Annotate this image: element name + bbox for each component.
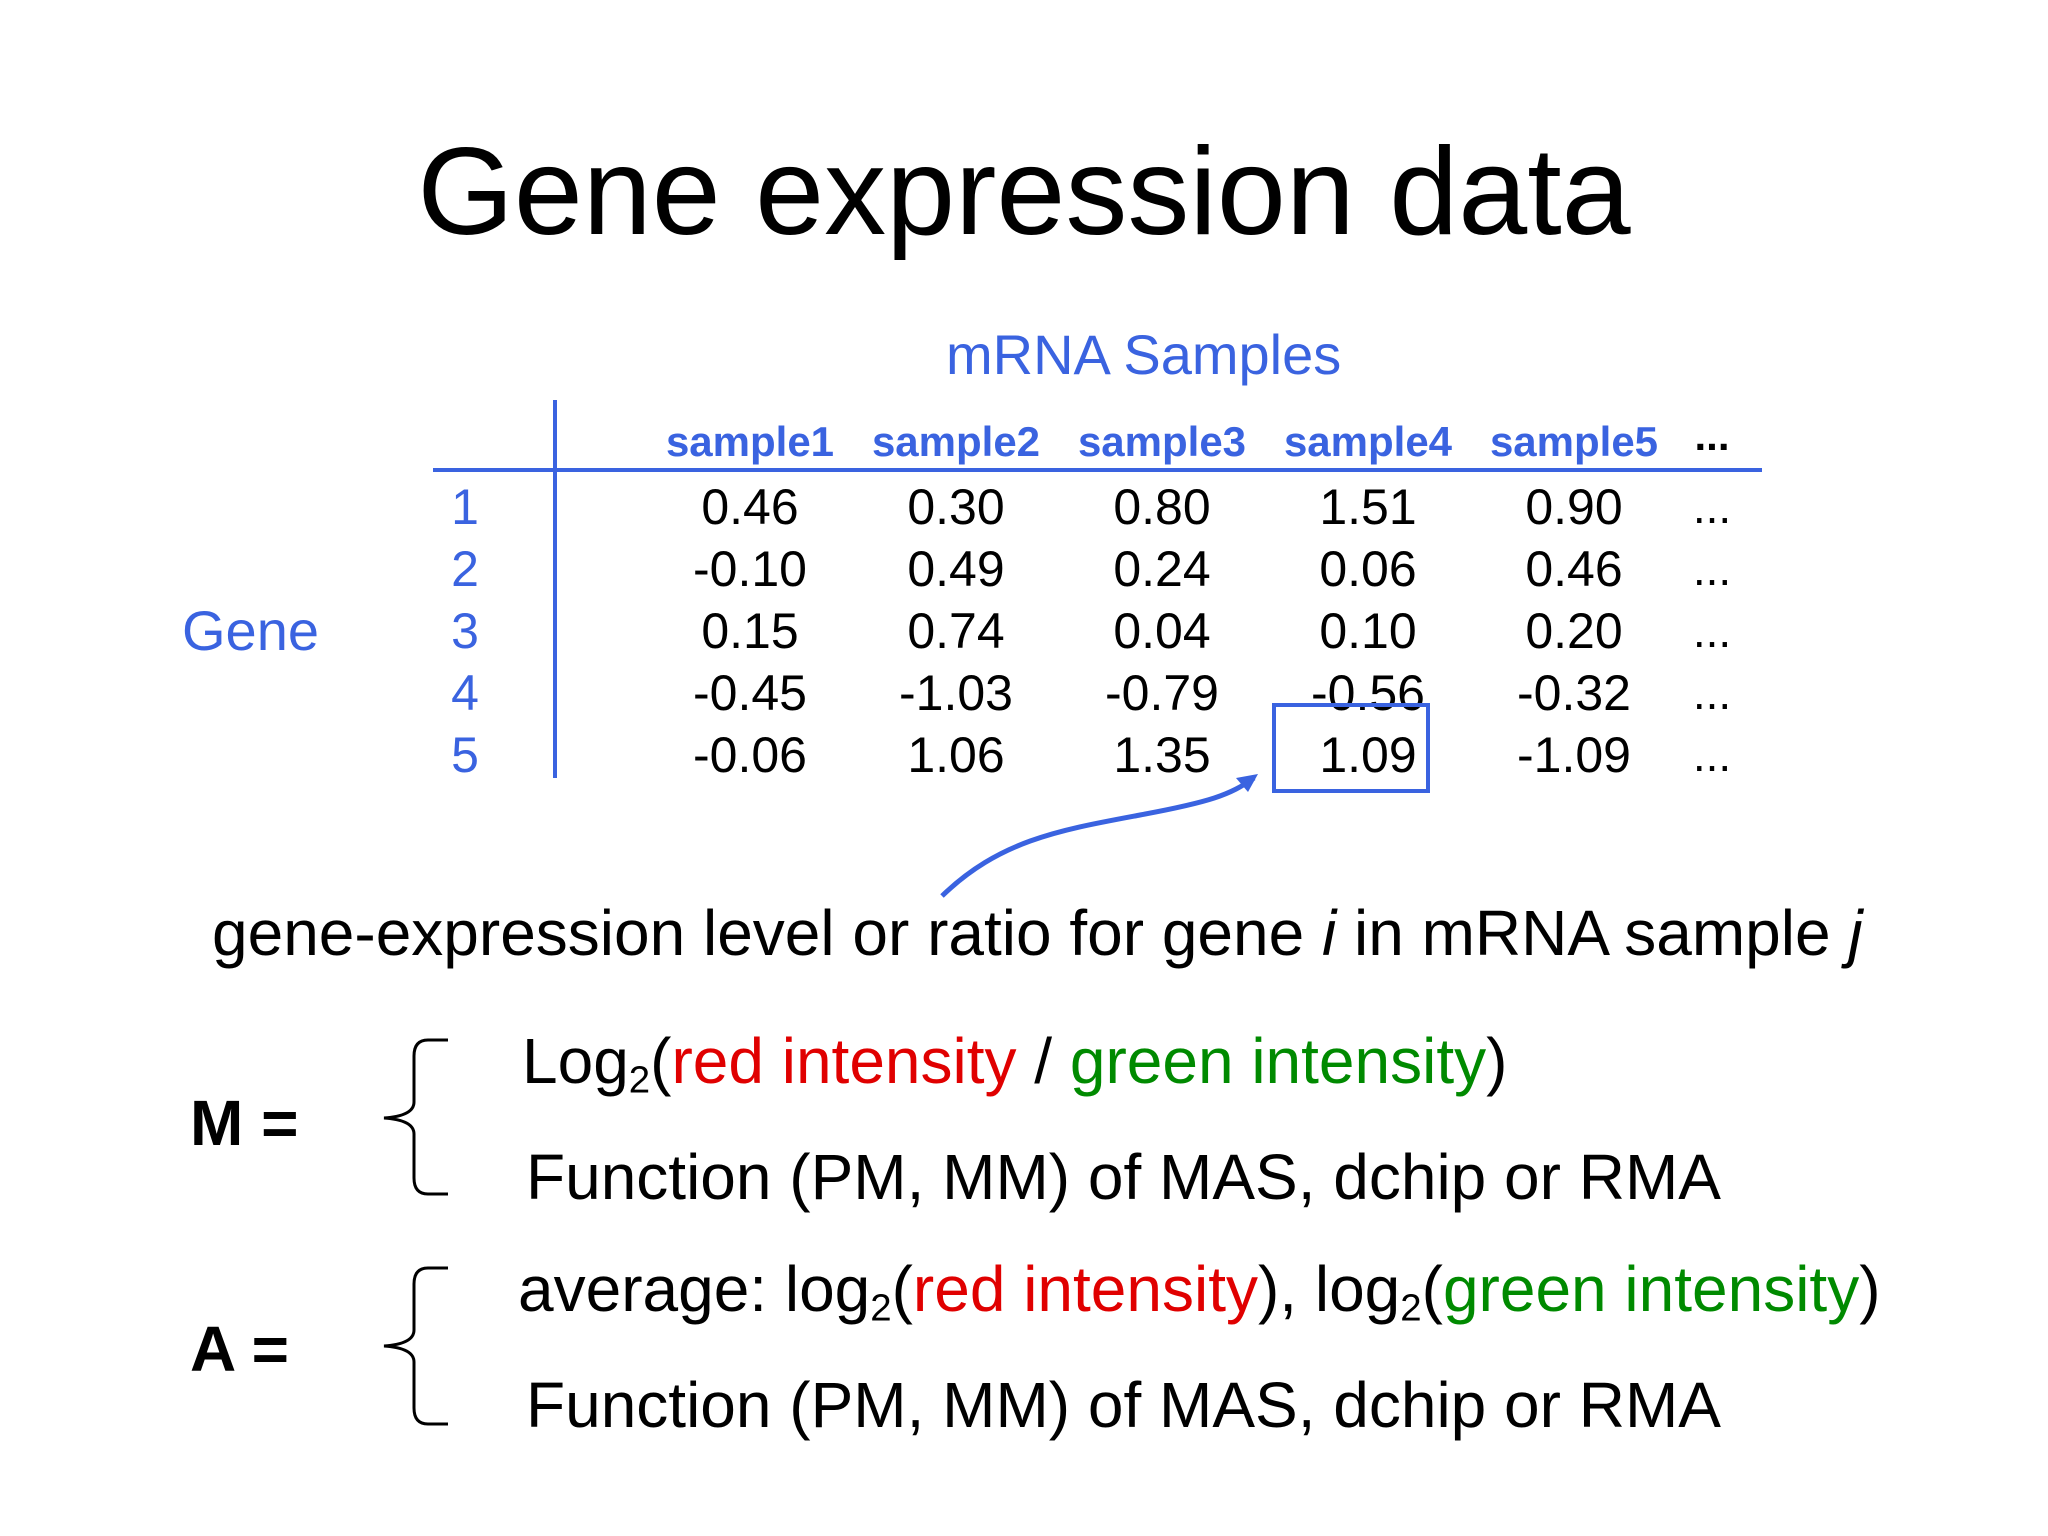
mrna-samples-label: mRNA Samples bbox=[946, 323, 1342, 386]
table-cell: 1.51 bbox=[1319, 479, 1417, 535]
table-cell: 0.15 bbox=[701, 603, 799, 659]
a-open-paren-1: ( bbox=[891, 1253, 913, 1325]
row-label-4: 4 bbox=[451, 665, 479, 721]
m-open-paren: ( bbox=[650, 1025, 672, 1097]
table-cell: 0.74 bbox=[907, 603, 1005, 659]
column-header-sample2: sample2 bbox=[871, 418, 1041, 465]
a-open-paren-2: ( bbox=[1421, 1253, 1443, 1325]
table-cell: -0.10 bbox=[693, 541, 807, 597]
a-log-base-2: 2 bbox=[1400, 1286, 1422, 1330]
a-middle: ), log bbox=[1257, 1253, 1401, 1325]
table-cell: 1.35 bbox=[1113, 727, 1211, 783]
table-cell: 0.80 bbox=[1113, 479, 1211, 535]
a-log-base-1: 2 bbox=[870, 1286, 892, 1330]
m-close-paren: ) bbox=[1486, 1025, 1508, 1097]
m-brace-icon bbox=[383, 1038, 448, 1196]
m-log-base: 2 bbox=[628, 1058, 651, 1102]
a-prefix: average: log bbox=[518, 1253, 871, 1325]
a-green-intensity: green intensity bbox=[1442, 1253, 1860, 1325]
gene-axis-label: Gene bbox=[182, 599, 319, 662]
column-header-more: ... bbox=[1694, 412, 1730, 459]
table-cell: -0.45 bbox=[693, 665, 807, 721]
pointer-arrowhead bbox=[1236, 774, 1258, 792]
pointer-arrow-curve bbox=[940, 775, 1256, 898]
a-equation-label: A = bbox=[190, 1313, 289, 1385]
definition-middle: in mRNA sample bbox=[1336, 897, 1849, 969]
column-header-sample1: sample1 bbox=[665, 418, 835, 465]
table-cell: 0.46 bbox=[701, 479, 799, 535]
row-more-marker: ... bbox=[1692, 667, 1732, 719]
table-cell: -1.03 bbox=[899, 665, 1013, 721]
a-formula-line1: average: log2(red intensity), log2(green… bbox=[518, 1252, 1881, 1331]
row-more-marker: ... bbox=[1692, 729, 1732, 781]
table-cell: 0.04 bbox=[1113, 603, 1211, 659]
row-more-marker: ... bbox=[1692, 605, 1732, 657]
definition-var-j: j bbox=[1848, 897, 1863, 969]
a-brace-icon bbox=[383, 1266, 448, 1426]
m-separator: / bbox=[1016, 1025, 1070, 1097]
a-close-paren: ) bbox=[1859, 1253, 1881, 1325]
column-header-sample5: sample5 bbox=[1489, 418, 1659, 465]
m-log-fn: Log bbox=[522, 1025, 629, 1097]
m-formula-line1: Log2(red intensity / green intensity) bbox=[522, 1024, 1507, 1103]
table-cell: 0.10 bbox=[1319, 603, 1417, 659]
definition-var-i: i bbox=[1321, 897, 1337, 969]
row-label-5: 5 bbox=[451, 727, 479, 783]
table-cell: 0.24 bbox=[1113, 541, 1211, 597]
row-more-marker: ... bbox=[1692, 481, 1732, 533]
definition-text: gene-expression level or ratio for gene … bbox=[212, 896, 1863, 970]
a-red-intensity: red intensity bbox=[912, 1253, 1258, 1325]
column-header-sample4: sample4 bbox=[1283, 418, 1453, 465]
table-cell: 0.06 bbox=[1319, 541, 1417, 597]
table-cell: 1.06 bbox=[907, 727, 1005, 783]
m-equation-label: M = bbox=[190, 1087, 299, 1159]
column-header-sample3: sample3 bbox=[1077, 418, 1247, 465]
table-cell: -0.56 bbox=[1311, 665, 1425, 721]
table-cell: -0.32 bbox=[1517, 665, 1631, 721]
table-cell: 0.49 bbox=[907, 541, 1005, 597]
slide-title: Gene expression data bbox=[417, 123, 1631, 261]
table-cell: 0.20 bbox=[1525, 603, 1623, 659]
table-cell: 0.90 bbox=[1525, 479, 1623, 535]
highlight-box bbox=[1272, 703, 1430, 793]
a-formula-line2: Function (PM, MM) of MAS, dchip or RMA bbox=[526, 1369, 1721, 1441]
table-cell: 0.30 bbox=[907, 479, 1005, 535]
row-more-marker: ... bbox=[1692, 543, 1732, 595]
table-cell: -0.79 bbox=[1105, 665, 1219, 721]
m-red-intensity: red intensity bbox=[671, 1025, 1017, 1097]
table-cell: -0.06 bbox=[693, 727, 807, 783]
row-label-2: 2 bbox=[451, 541, 479, 597]
definition-prefix: gene-expression level or ratio for gene bbox=[212, 897, 1322, 969]
table-cell: 0.46 bbox=[1525, 541, 1623, 597]
row-label-3: 3 bbox=[451, 603, 479, 659]
table-cell: -1.09 bbox=[1517, 727, 1631, 783]
m-green-intensity: green intensity bbox=[1069, 1025, 1487, 1097]
table-cell: 1.09 bbox=[1319, 727, 1417, 783]
row-label-1: 1 bbox=[451, 479, 479, 535]
m-formula-line2: Function (PM, MM) of MAS, dchip or RMA bbox=[526, 1141, 1721, 1213]
